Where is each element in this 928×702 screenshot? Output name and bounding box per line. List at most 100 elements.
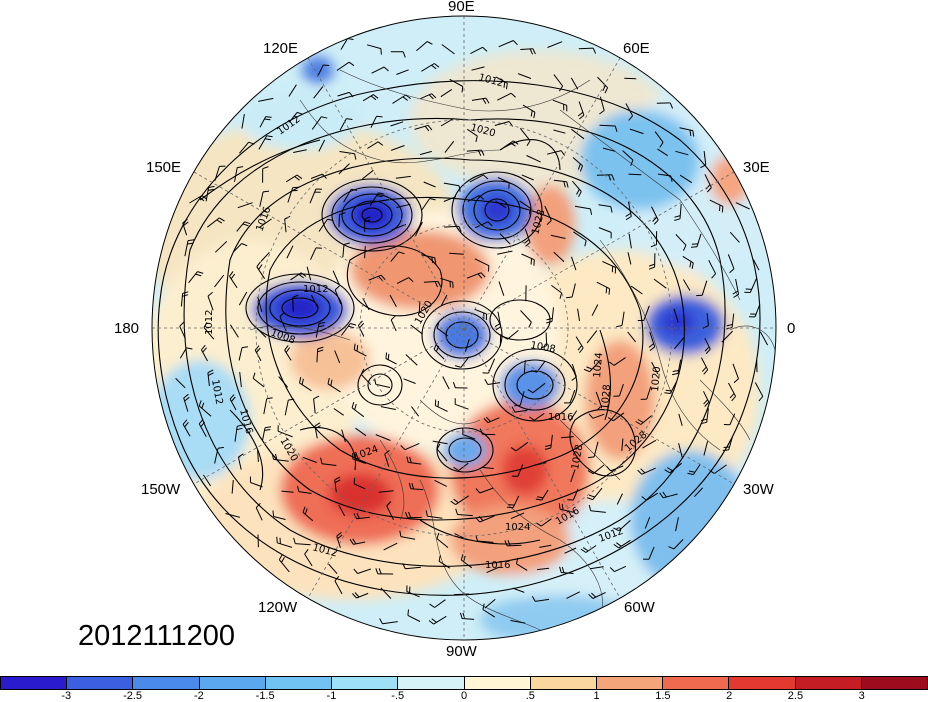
wind-barb xyxy=(440,88,453,98)
wind-barb-flag xyxy=(408,277,414,283)
wind-barb-flag xyxy=(487,221,493,227)
wind-barb-flag xyxy=(609,567,615,572)
wind-barb-flag xyxy=(428,620,435,625)
wind-barb-flag xyxy=(378,192,385,195)
wind-barb xyxy=(598,204,611,208)
wind-barb-flag xyxy=(351,401,355,409)
wind-barb-flag xyxy=(436,322,440,329)
wind-barb xyxy=(703,441,709,456)
wind-barb xyxy=(621,438,624,451)
wind-barb xyxy=(651,361,659,375)
wind-barb-flag xyxy=(478,515,484,521)
wind-barb xyxy=(234,167,238,182)
wind-barb-flag xyxy=(352,593,357,599)
wind-barb-flag xyxy=(299,376,302,384)
wind-barb xyxy=(479,487,494,494)
wind-barb-flag xyxy=(672,373,679,376)
wind-barb xyxy=(444,225,459,228)
wind-barb-flag xyxy=(610,206,613,213)
wind-barb-flag xyxy=(664,392,671,394)
wind-barb xyxy=(259,191,264,207)
wind-barb xyxy=(434,479,447,487)
wind-barb-flag xyxy=(578,191,582,198)
wind-barb xyxy=(390,145,405,151)
wind-barb xyxy=(599,124,616,127)
wind-barb-flag xyxy=(275,453,278,460)
wind-barb-flag xyxy=(184,421,189,428)
wind-barb xyxy=(443,196,457,202)
wind-barb xyxy=(561,436,574,439)
wind-barb-flag xyxy=(429,603,435,608)
wind-barb-flag xyxy=(512,40,518,46)
wind-barb xyxy=(309,188,317,204)
wind-barb xyxy=(405,354,418,366)
map-boundary xyxy=(151,15,777,641)
wind-barb-flag xyxy=(182,294,189,297)
wind-barb-flag xyxy=(577,345,582,351)
wind-barb-flag xyxy=(434,399,437,406)
wind-barb xyxy=(598,227,612,233)
wind-barb xyxy=(675,517,679,532)
wind-barb xyxy=(470,46,483,55)
wind-barb xyxy=(575,336,584,349)
wind-barb xyxy=(262,427,266,441)
wind-barb-flag xyxy=(700,421,707,425)
wind-barb-flag xyxy=(682,244,687,251)
wind-barb-flag xyxy=(479,428,483,435)
wind-barb xyxy=(571,256,577,271)
wind-barb xyxy=(457,514,473,517)
wind-barb-flag xyxy=(674,218,681,221)
wind-barb xyxy=(391,223,407,231)
wind-barb xyxy=(277,542,293,548)
wind-barb xyxy=(404,442,420,451)
wind-barb-flag xyxy=(264,118,271,121)
wind-barb xyxy=(257,296,263,313)
wind-barb xyxy=(313,86,324,99)
wind-barb-flag xyxy=(433,343,437,350)
wind-barb xyxy=(284,400,289,416)
wind-barb xyxy=(524,228,531,243)
wind-barb xyxy=(238,347,243,361)
wind-barb-flag xyxy=(584,240,587,247)
wind-barb xyxy=(290,272,302,281)
wind-barb-flag xyxy=(242,223,249,227)
wind-barb xyxy=(396,203,411,208)
wind-barb-flag xyxy=(611,174,615,181)
wind-barb xyxy=(188,271,198,284)
wind-barb-flag xyxy=(616,325,623,328)
wind-barb-flag xyxy=(390,315,396,321)
wind-barb xyxy=(455,403,469,410)
isobar-label: 1012 xyxy=(303,284,328,295)
lon-label-0: 0 xyxy=(787,320,796,337)
wind-barb xyxy=(630,285,643,295)
wind-barb xyxy=(441,44,455,55)
wind-barb xyxy=(613,357,626,366)
wind-barb xyxy=(654,131,664,143)
wind-barb-flag xyxy=(546,321,553,324)
wind-barb-flag xyxy=(528,321,532,328)
wind-barb-flag xyxy=(733,378,739,384)
wind-barb xyxy=(479,515,495,523)
wind-barb xyxy=(498,281,505,296)
isobar-label: 1016 xyxy=(485,560,510,571)
wind-barb xyxy=(380,406,396,410)
wind-barb xyxy=(229,398,237,411)
wind-barb-flag xyxy=(648,263,655,267)
wind-barb xyxy=(585,545,597,553)
wind-barb-flag xyxy=(637,419,644,423)
wind-barb xyxy=(382,621,398,625)
wind-barb xyxy=(421,254,435,259)
wind-barb xyxy=(339,151,355,155)
wind-barb xyxy=(703,151,707,165)
wind-barb-flag xyxy=(229,394,235,400)
wind-barb xyxy=(539,544,552,548)
wind-barb xyxy=(534,412,545,421)
wind-barb-flag xyxy=(582,547,589,552)
wind-barb xyxy=(642,439,657,449)
wind-barb-flag xyxy=(687,472,694,476)
wind-barb xyxy=(569,410,578,422)
wind-barb-flag xyxy=(588,504,592,511)
wind-barb xyxy=(295,543,311,546)
wind-barb-flag xyxy=(216,219,223,224)
wind-barb xyxy=(679,174,693,184)
